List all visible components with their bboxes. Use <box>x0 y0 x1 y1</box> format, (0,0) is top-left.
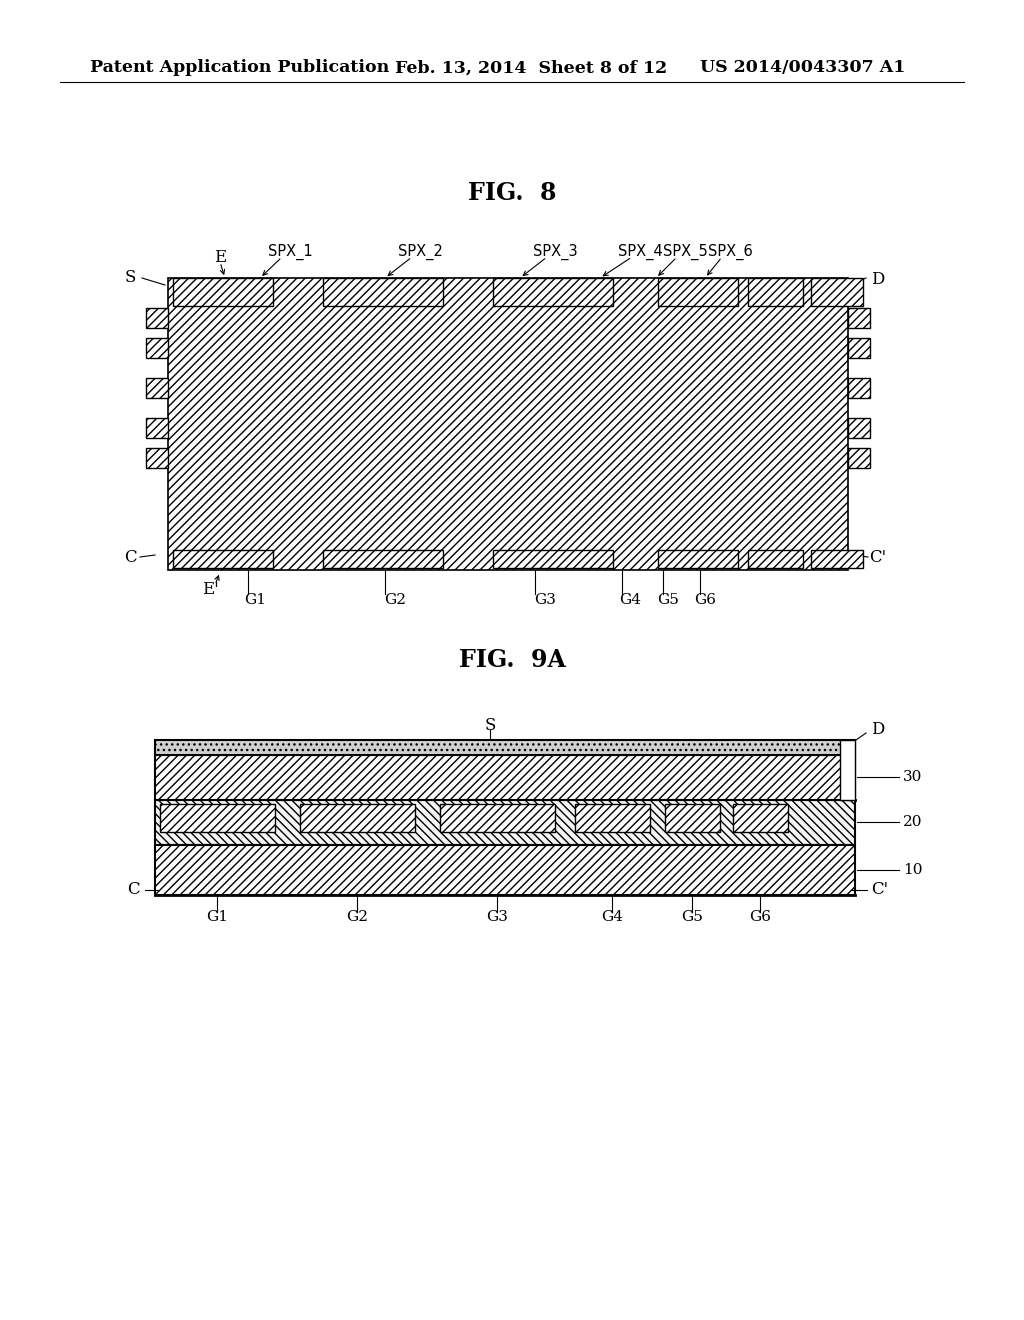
Text: G5: G5 <box>657 593 679 607</box>
Bar <box>146 308 168 327</box>
Bar <box>811 550 863 568</box>
Bar <box>146 447 168 469</box>
Bar <box>173 550 273 568</box>
Text: SPX_1: SPX_1 <box>267 244 312 260</box>
Bar <box>440 804 555 832</box>
Text: E: E <box>214 248 226 265</box>
Bar <box>155 741 855 755</box>
Text: G3: G3 <box>535 593 556 607</box>
Bar <box>848 338 870 358</box>
Text: 30: 30 <box>903 770 923 784</box>
Bar <box>733 804 788 832</box>
Text: C: C <box>124 549 136 565</box>
Text: E': E' <box>202 582 218 598</box>
Text: C: C <box>127 882 139 899</box>
Bar <box>748 279 803 306</box>
Bar <box>848 418 870 438</box>
Text: SPX_3: SPX_3 <box>532 244 578 260</box>
Text: G2: G2 <box>346 909 368 924</box>
Text: C': C' <box>871 882 889 899</box>
Text: G4: G4 <box>601 909 623 924</box>
Text: G1: G1 <box>206 909 228 924</box>
Bar <box>204 312 812 537</box>
Bar <box>155 845 855 895</box>
Text: C': C' <box>869 549 887 565</box>
Text: G4: G4 <box>618 593 641 607</box>
Text: FIG.  8: FIG. 8 <box>468 181 556 205</box>
Text: SPX_4: SPX_4 <box>617 244 663 260</box>
Bar <box>748 550 803 568</box>
Text: G5: G5 <box>681 909 702 924</box>
Bar <box>155 755 855 800</box>
Text: FIG.  9A: FIG. 9A <box>459 648 565 672</box>
Text: SPX_6: SPX_6 <box>708 244 753 260</box>
Text: G2: G2 <box>384 593 406 607</box>
Bar <box>216 322 800 525</box>
Text: SPX_2: SPX_2 <box>397 244 442 260</box>
Bar <box>323 550 443 568</box>
Bar <box>180 289 836 558</box>
Bar <box>848 308 870 327</box>
Bar <box>575 804 650 832</box>
Bar <box>155 800 855 845</box>
Text: D: D <box>871 272 885 289</box>
Bar <box>173 279 273 306</box>
Text: S: S <box>484 717 496 734</box>
Bar <box>146 338 168 358</box>
Text: G6: G6 <box>694 593 716 607</box>
Bar <box>658 550 738 568</box>
Bar <box>168 279 848 570</box>
Text: G6: G6 <box>749 909 771 924</box>
Bar <box>665 804 720 832</box>
Text: Feb. 13, 2014  Sheet 8 of 12: Feb. 13, 2014 Sheet 8 of 12 <box>395 59 667 77</box>
Bar <box>323 279 443 306</box>
Bar <box>146 378 168 399</box>
Bar <box>160 804 275 832</box>
Bar <box>493 550 613 568</box>
Bar <box>848 447 870 469</box>
Bar <box>658 279 738 306</box>
Text: D: D <box>871 722 885 738</box>
Bar <box>146 418 168 438</box>
Bar <box>811 279 863 306</box>
Bar <box>848 378 870 399</box>
Bar <box>493 279 613 306</box>
Text: SPX_5: SPX_5 <box>663 244 708 260</box>
Text: 20: 20 <box>903 814 923 829</box>
Bar <box>193 300 824 548</box>
Bar <box>300 804 415 832</box>
Text: 10: 10 <box>903 863 923 876</box>
Text: G1: G1 <box>244 593 266 607</box>
Bar <box>840 741 855 800</box>
Text: G3: G3 <box>486 909 508 924</box>
Text: US 2014/0043307 A1: US 2014/0043307 A1 <box>700 59 905 77</box>
Text: S: S <box>124 269 136 286</box>
Text: Patent Application Publication: Patent Application Publication <box>90 59 389 77</box>
Bar <box>228 333 788 515</box>
